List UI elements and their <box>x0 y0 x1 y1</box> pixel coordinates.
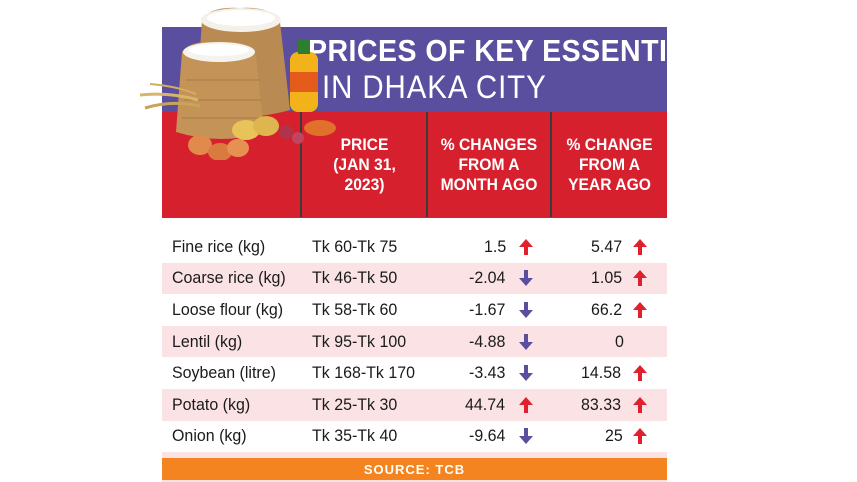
header-band: PRICE (JAN 31, 2023) % CHANGES FROM A MO… <box>162 112 667 218</box>
month-change-value: 44.74 <box>465 394 506 414</box>
arrow-up-icon <box>633 365 647 382</box>
year-change-value: 5.47 <box>590 236 623 256</box>
item-name: Loose flour (kg) <box>172 299 284 319</box>
price-range: Tk 168-Tk 170 <box>312 363 416 383</box>
table-row: Coarse rice (kg) Tk 46-Tk 50 -2.04 1.05 <box>162 262 667 295</box>
price-table: Fine rice (kg) Tk 60-Tk 75 1.5 5.47 Coarse r… <box>162 231 667 482</box>
table-row: Fine rice (kg) Tk 60-Tk 75 1.5 5.47 <box>162 231 667 263</box>
arrow-up-icon <box>633 301 647 318</box>
table-row: Loose flour (kg) Tk 58-Tk 60 -1.67 66.2 <box>162 294 667 326</box>
table-row: Soybean (litre) Tk 168-Tk 170 -3.43 14.58 <box>162 357 667 389</box>
year-change-value: 83.33 <box>581 394 622 414</box>
month-change-value: 1.5 <box>484 236 507 256</box>
arrow-down-icon <box>519 365 533 382</box>
month-change-value: -3.43 <box>469 363 506 383</box>
price-range: Tk 58-Tk 60 <box>312 299 398 319</box>
arrow-down-icon <box>519 270 533 287</box>
arrow-up-icon <box>519 396 533 413</box>
month-change-value: -1.67 <box>469 299 506 319</box>
item-name: Fine rice (kg) <box>172 236 266 256</box>
year-change-value: 1.05 <box>590 268 623 288</box>
table-row: Lentil (kg) Tk 95-Tk 100 -4.88 0 <box>162 325 667 358</box>
arrow-up-icon <box>633 396 647 413</box>
year-change-value: 66.2 <box>590 299 623 319</box>
price-range: Tk 35-Tk 40 <box>312 426 398 446</box>
month-change-value: -4.88 <box>469 331 506 351</box>
item-name: Soybean (litre) <box>172 363 276 383</box>
groceries-illustration <box>140 7 336 160</box>
price-range: Tk 25-Tk 30 <box>312 394 398 414</box>
column-divider <box>550 112 552 217</box>
header-year-change: % CHANGE FROM A YEAR AGO <box>566 135 653 194</box>
price-range: Tk 46-Tk 50 <box>312 268 398 288</box>
price-range: Tk 95-Tk 100 <box>312 331 407 351</box>
item-name: Lentil (kg) <box>172 331 243 351</box>
item-name: Onion (kg) <box>172 426 247 446</box>
table-row: Potato (kg) Tk 25-Tk 30 44.74 83.33 <box>162 388 667 421</box>
column-divider <box>426 112 428 217</box>
source-footer: SOURCE: TCB <box>162 458 667 480</box>
arrow-up-icon <box>633 428 647 445</box>
arrow-up-icon <box>633 270 647 287</box>
infographic-card: PRICES OF KEY ESSENTIALS IN DHAKA CITY P… <box>162 27 725 482</box>
item-name: Coarse rice (kg) <box>172 268 286 288</box>
year-change-value: 14.58 <box>581 363 622 383</box>
arrow-up-icon <box>633 238 647 255</box>
table-row: Onion (kg) Tk 35-Tk 40 -9.64 25 <box>162 421 667 453</box>
month-change-value: -2.04 <box>469 268 506 288</box>
year-change-value: 25 <box>605 426 623 446</box>
year-change-value: 0 <box>614 331 624 351</box>
arrow-down-icon <box>519 333 533 350</box>
price-range: Tk 60-Tk 75 <box>312 236 398 256</box>
arrow-down-icon <box>519 428 533 445</box>
month-change-value: -9.64 <box>469 426 506 446</box>
header-price: PRICE (JAN 31, 2023) <box>333 135 396 194</box>
item-name: Potato (kg) <box>172 394 251 414</box>
arrow-up-icon <box>519 238 533 255</box>
title-line-1: PRICES OF KEY ESSENTIALS <box>308 33 726 68</box>
column-divider <box>300 112 302 217</box>
header-month-change: % CHANGES FROM A MONTH AGO <box>440 135 538 194</box>
title-line-2: IN DHAKA CITY <box>322 69 547 105</box>
arrow-down-icon <box>519 301 533 318</box>
